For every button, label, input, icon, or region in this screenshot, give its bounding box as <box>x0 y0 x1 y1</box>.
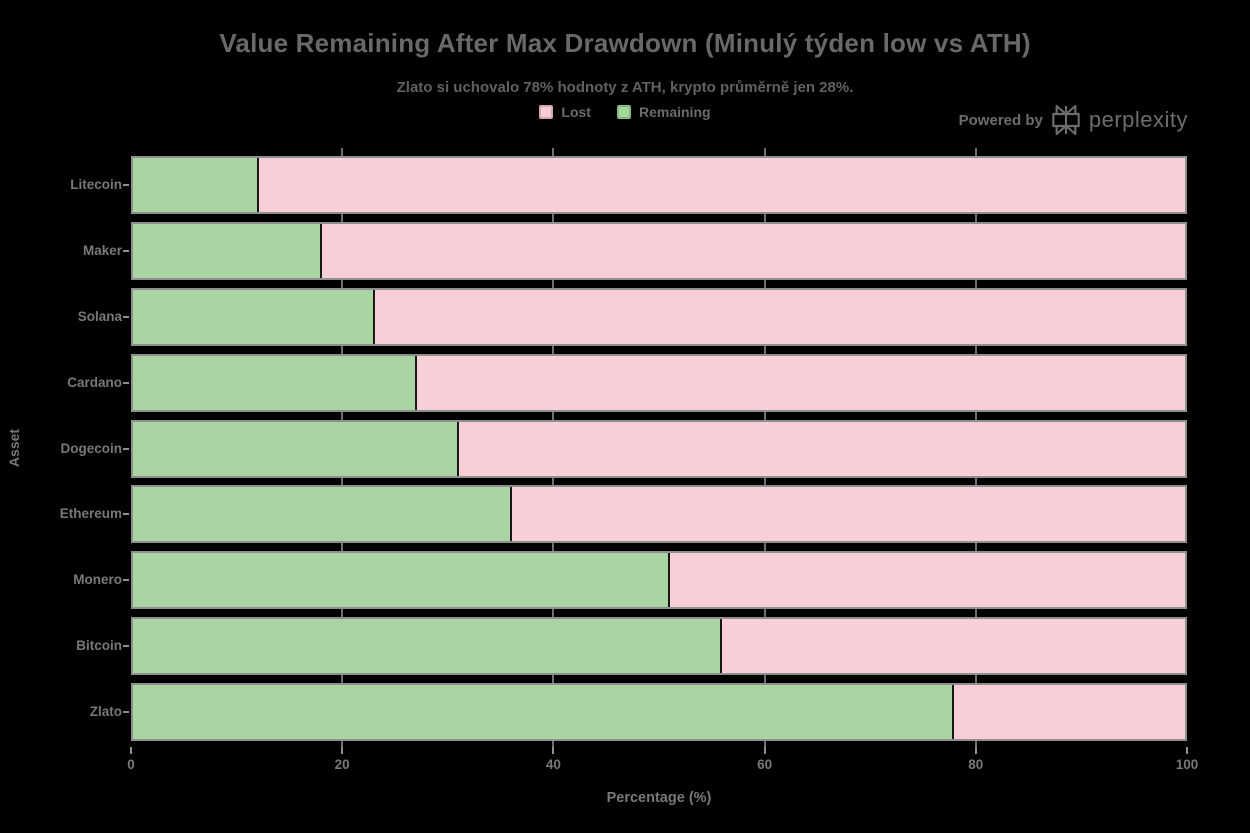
lost-segment-cardano <box>417 355 1185 410</box>
x-tick-mark <box>552 747 555 754</box>
remaining-segment-bitcoin <box>133 619 723 674</box>
y-tick-mark <box>123 315 129 318</box>
legend-item-lost: Lost <box>539 104 591 120</box>
remaining-segment-maker <box>133 223 323 278</box>
x-tick-mark <box>763 747 766 754</box>
lost-segment-solana <box>374 289 1185 344</box>
bar-row-maker <box>131 221 1187 280</box>
x-tick-mark <box>1186 747 1188 754</box>
y-tick-mark <box>123 249 129 252</box>
remaining-segment-litecoin <box>133 157 260 212</box>
y-tick-label-zlato: Zlato <box>89 704 122 720</box>
bar-row-monero <box>131 551 1187 610</box>
x-tick-mark <box>974 747 977 754</box>
lost-segment-dogecoin <box>459 421 1185 476</box>
powered-by-branding: Powered by perplexity <box>959 104 1188 136</box>
y-tick-mark <box>123 513 129 516</box>
y-tick-label-cardano: Cardano <box>67 374 122 390</box>
y-tick-mark <box>123 645 129 648</box>
legend-item-remaining: Remaining <box>616 104 711 120</box>
bar-row-litecoin <box>131 155 1187 214</box>
lost-segment-ethereum <box>511 487 1185 542</box>
bar-row-ethereum <box>131 485 1187 544</box>
lost-segment-monero <box>669 553 1185 608</box>
bar-row-solana <box>131 287 1187 346</box>
lost-segment-litecoin <box>259 157 1185 212</box>
x-tick-label-80: 80 <box>968 757 984 772</box>
remaining-segment-zlato <box>133 685 954 740</box>
perplexity-logo-icon <box>1052 104 1080 136</box>
powered-by-label: Powered by <box>958 111 1043 129</box>
bar-row-cardano <box>131 353 1187 412</box>
lost-segment-bitcoin <box>722 619 1185 674</box>
y-tick-mark <box>123 381 129 384</box>
bar-row-bitcoin <box>131 617 1187 676</box>
remaining-segment-ethereum <box>133 487 512 542</box>
y-tick-label-ethereum: Ethereum <box>59 506 122 522</box>
lost-segment-zlato <box>953 685 1185 740</box>
chart-legend: Lost Remaining <box>0 104 1250 120</box>
remaining-segment-solana <box>133 289 375 344</box>
bar-row-zlato <box>131 683 1187 742</box>
plot-area <box>131 148 1187 749</box>
lost-swatch-icon <box>539 105 554 119</box>
y-tick-mark <box>123 183 129 186</box>
remaining-segment-cardano <box>133 355 418 410</box>
chart-title: Value Remaining After Max Drawdown (Minu… <box>219 28 1031 58</box>
remaining-segment-dogecoin <box>133 421 460 476</box>
legend-label-remaining: Remaining <box>638 104 711 120</box>
x-tick-label-100: 100 <box>1175 757 1199 772</box>
remaining-segment-monero <box>133 553 670 608</box>
x-axis-title: Percentage (%) <box>606 790 712 806</box>
y-tick-label-litecoin: Litecoin <box>70 176 122 192</box>
x-tick-mark <box>341 747 344 754</box>
lost-segment-maker <box>322 223 1185 278</box>
x-tick-label-40: 40 <box>545 757 561 772</box>
bar-row-dogecoin <box>131 419 1187 478</box>
y-tick-label-dogecoin: Dogecoin <box>60 440 122 456</box>
y-tick-label-bitcoin: Bitcoin <box>76 638 122 654</box>
y-tick-mark <box>123 447 129 450</box>
chart-subtitle: Zlato si uchovalo 78% hodnoty z ATH, kry… <box>396 79 854 96</box>
y-tick-label-maker: Maker <box>82 242 122 258</box>
x-tick-label-60: 60 <box>757 757 773 772</box>
y-tick-label-monero: Monero <box>73 572 122 588</box>
y-tick-mark <box>123 579 129 582</box>
x-tick-label-20: 20 <box>334 757 350 772</box>
perplexity-wordmark: perplexity <box>1088 107 1188 132</box>
y-tick-mark <box>123 711 129 714</box>
remaining-swatch-icon <box>616 105 631 119</box>
x-tick-label-0: 0 <box>127 757 135 772</box>
x-tick-mark <box>130 747 132 754</box>
y-tick-label-solana: Solana <box>77 308 122 324</box>
legend-label-lost: Lost <box>561 104 591 120</box>
